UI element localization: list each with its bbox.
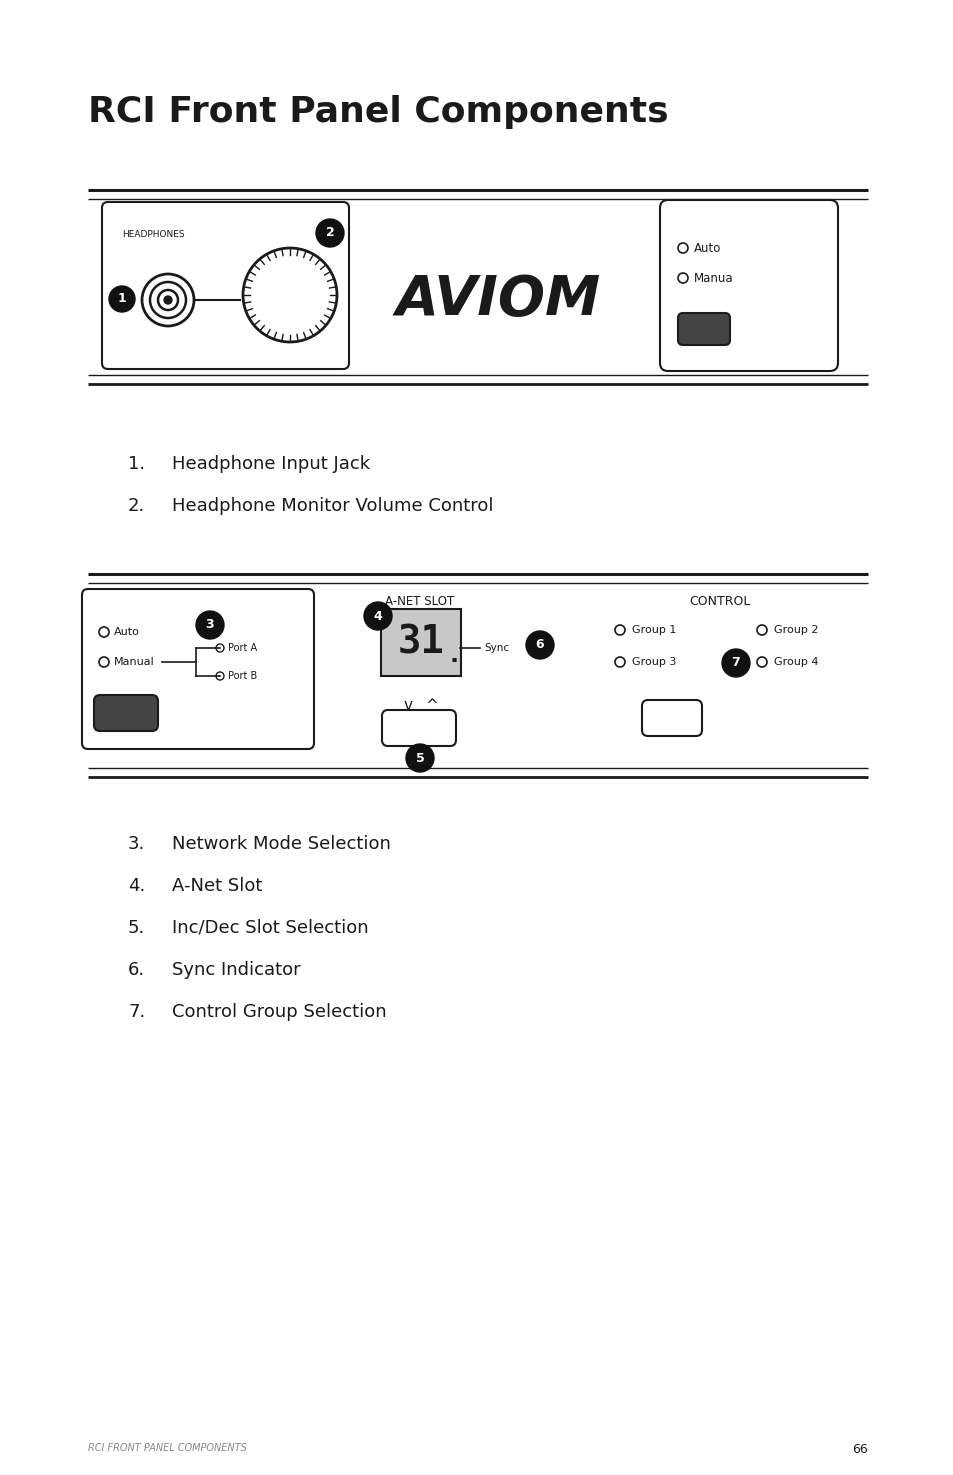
Text: 4.: 4. xyxy=(128,878,145,895)
Text: ^: ^ xyxy=(425,698,438,712)
Text: RCI Front Panel Components: RCI Front Panel Components xyxy=(88,94,668,128)
FancyBboxPatch shape xyxy=(641,701,701,736)
FancyBboxPatch shape xyxy=(82,589,314,749)
Text: 5: 5 xyxy=(416,751,424,764)
Text: 3.: 3. xyxy=(128,835,145,853)
Text: Headphone Input Jack: Headphone Input Jack xyxy=(172,454,370,473)
Circle shape xyxy=(406,743,434,771)
Text: CONTROL: CONTROL xyxy=(689,594,750,608)
Text: v: v xyxy=(403,698,412,712)
Text: Sync: Sync xyxy=(483,643,509,653)
Text: Manua: Manua xyxy=(693,271,733,285)
Circle shape xyxy=(364,602,392,630)
Text: Group 4: Group 4 xyxy=(773,656,818,667)
FancyBboxPatch shape xyxy=(678,313,729,345)
Circle shape xyxy=(164,296,172,304)
Text: 6: 6 xyxy=(536,639,544,652)
Text: 7: 7 xyxy=(731,656,740,670)
Text: Manual: Manual xyxy=(113,656,154,667)
Text: 7.: 7. xyxy=(128,1003,145,1021)
Text: 1.: 1. xyxy=(128,454,145,473)
Circle shape xyxy=(315,218,344,246)
Circle shape xyxy=(195,611,224,639)
Text: Inc/Dec Slot Selection: Inc/Dec Slot Selection xyxy=(172,919,368,937)
Text: 5.: 5. xyxy=(128,919,145,937)
Text: 6.: 6. xyxy=(128,962,145,979)
FancyBboxPatch shape xyxy=(380,609,460,676)
Text: Control Group Selection: Control Group Selection xyxy=(172,1003,386,1021)
Text: Group 2: Group 2 xyxy=(773,625,818,636)
FancyBboxPatch shape xyxy=(94,695,158,732)
Text: 1: 1 xyxy=(117,292,126,305)
Text: RCI FRONT PANEL COMPONENTS: RCI FRONT PANEL COMPONENTS xyxy=(88,1443,247,1453)
Text: Group 1: Group 1 xyxy=(631,625,676,636)
Text: 31: 31 xyxy=(397,624,444,661)
Text: HEADPHONES: HEADPHONES xyxy=(122,230,185,239)
Text: Network Mode Selection: Network Mode Selection xyxy=(172,835,391,853)
Text: Port A: Port A xyxy=(228,643,257,653)
Text: .: . xyxy=(446,643,461,667)
FancyBboxPatch shape xyxy=(381,709,456,746)
Text: Headphone Monitor Volume Control: Headphone Monitor Volume Control xyxy=(172,497,493,515)
Text: AVIOM: AVIOM xyxy=(395,273,600,327)
FancyBboxPatch shape xyxy=(659,201,837,372)
FancyBboxPatch shape xyxy=(102,202,349,369)
Circle shape xyxy=(525,631,554,659)
Text: 66: 66 xyxy=(851,1443,867,1456)
Text: 2.: 2. xyxy=(128,497,145,515)
Circle shape xyxy=(721,649,749,677)
Text: 2: 2 xyxy=(325,227,334,239)
Text: Port B: Port B xyxy=(228,671,257,681)
Circle shape xyxy=(109,286,135,313)
Text: Group 3: Group 3 xyxy=(631,656,676,667)
Text: Sync Indicator: Sync Indicator xyxy=(172,962,300,979)
Text: A-NET SLOT: A-NET SLOT xyxy=(385,594,455,608)
Text: Auto: Auto xyxy=(693,242,720,255)
Circle shape xyxy=(243,248,336,342)
Text: 3: 3 xyxy=(206,618,214,631)
Text: A-Net Slot: A-Net Slot xyxy=(172,878,262,895)
Text: 4: 4 xyxy=(374,609,382,622)
Text: Auto: Auto xyxy=(113,627,140,637)
